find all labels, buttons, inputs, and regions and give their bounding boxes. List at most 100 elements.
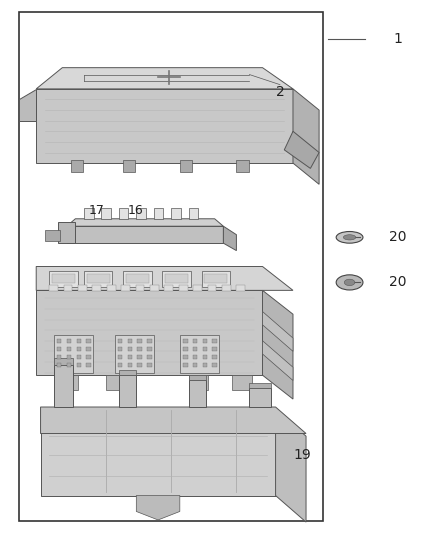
Bar <box>193 355 198 359</box>
Bar <box>57 363 61 367</box>
Bar <box>57 339 61 343</box>
Text: 19: 19 <box>293 448 311 462</box>
Ellipse shape <box>343 235 356 240</box>
Bar <box>203 339 207 343</box>
Polygon shape <box>136 496 180 520</box>
Polygon shape <box>188 208 198 219</box>
Text: 2: 2 <box>276 85 284 99</box>
Bar <box>45 230 60 241</box>
Bar <box>77 363 81 367</box>
Bar <box>184 363 187 367</box>
Ellipse shape <box>336 231 363 243</box>
Polygon shape <box>84 208 94 219</box>
Polygon shape <box>58 222 75 243</box>
Bar <box>57 347 61 351</box>
Bar <box>84 271 113 287</box>
Ellipse shape <box>336 275 363 290</box>
Bar <box>250 383 271 389</box>
Bar <box>128 339 132 343</box>
Polygon shape <box>293 89 319 184</box>
Bar <box>86 355 91 359</box>
Bar <box>147 347 152 351</box>
Polygon shape <box>154 208 163 219</box>
Bar <box>121 285 130 292</box>
Bar <box>119 370 136 375</box>
Bar <box>53 335 93 373</box>
Bar <box>147 355 152 359</box>
Polygon shape <box>41 407 306 433</box>
Bar <box>147 363 152 367</box>
Bar <box>165 274 188 284</box>
Bar <box>128 355 132 359</box>
Bar <box>67 347 71 351</box>
Bar <box>212 363 217 367</box>
Polygon shape <box>119 208 128 219</box>
Bar <box>67 339 71 343</box>
Bar <box>193 285 202 292</box>
Bar <box>208 285 216 292</box>
Bar <box>123 271 152 287</box>
Bar <box>203 355 207 359</box>
Bar <box>118 363 122 367</box>
Bar <box>78 285 87 292</box>
Bar <box>222 285 231 292</box>
Polygon shape <box>36 89 293 163</box>
Bar <box>180 160 192 172</box>
Bar <box>126 274 149 284</box>
Bar <box>57 355 61 359</box>
Bar <box>118 347 122 351</box>
Bar <box>184 347 187 351</box>
Bar <box>138 339 142 343</box>
Bar <box>52 274 75 284</box>
Bar <box>77 355 81 359</box>
Bar <box>193 347 198 351</box>
Polygon shape <box>36 68 293 89</box>
Bar <box>86 347 91 351</box>
Polygon shape <box>188 375 208 390</box>
Polygon shape <box>276 410 306 522</box>
Polygon shape <box>171 208 181 219</box>
Polygon shape <box>102 208 111 219</box>
Bar <box>107 285 116 292</box>
Bar <box>136 285 145 292</box>
Polygon shape <box>250 389 271 407</box>
Bar <box>77 347 81 351</box>
Bar <box>203 363 207 367</box>
Bar <box>203 347 207 351</box>
Text: 1: 1 <box>393 31 402 45</box>
Text: 16: 16 <box>127 204 143 217</box>
Bar <box>193 363 198 367</box>
Bar <box>150 285 159 292</box>
Bar <box>193 339 198 343</box>
Bar <box>179 285 187 292</box>
Bar <box>212 339 217 343</box>
Bar <box>138 363 142 367</box>
Polygon shape <box>223 226 237 251</box>
Bar <box>118 339 122 343</box>
Bar <box>67 355 71 359</box>
Polygon shape <box>58 375 78 390</box>
Polygon shape <box>232 375 252 390</box>
Bar <box>115 335 154 373</box>
Bar <box>49 271 78 287</box>
Polygon shape <box>262 312 293 351</box>
Ellipse shape <box>344 279 355 286</box>
Bar <box>67 363 71 367</box>
Bar <box>64 285 72 292</box>
Bar <box>49 285 58 292</box>
Bar <box>77 339 81 343</box>
Bar <box>212 347 217 351</box>
Polygon shape <box>67 219 223 226</box>
Polygon shape <box>136 208 146 219</box>
Bar <box>212 355 217 359</box>
Bar <box>118 355 122 359</box>
Bar <box>184 339 187 343</box>
Bar <box>86 363 91 367</box>
Bar <box>86 339 91 343</box>
Bar <box>237 160 249 172</box>
Text: 17: 17 <box>88 204 104 217</box>
Bar <box>237 285 245 292</box>
Bar <box>92 285 101 292</box>
Bar <box>201 271 230 287</box>
Polygon shape <box>36 290 262 375</box>
